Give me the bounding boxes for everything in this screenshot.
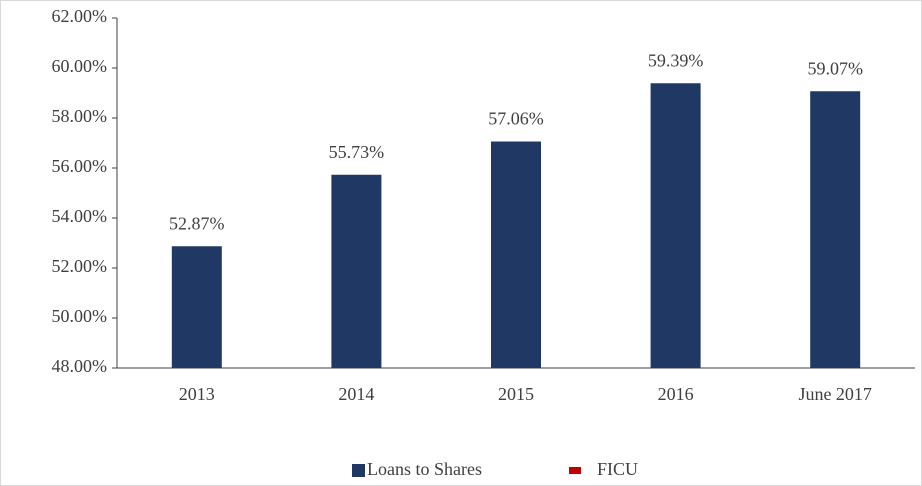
bar — [171, 246, 222, 368]
legend-label: FICU — [597, 459, 638, 479]
data-label: 52.87% — [169, 213, 225, 233]
x-tick-label: 2014 — [338, 384, 375, 404]
y-tick-label: 60.00% — [52, 56, 108, 76]
x-tick-label: June 2017 — [798, 384, 872, 404]
bar — [331, 174, 382, 368]
legend-swatch — [352, 464, 365, 477]
data-label: 59.07% — [807, 58, 863, 78]
data-label: 57.06% — [488, 109, 544, 129]
y-tick-label: 54.00% — [52, 206, 108, 226]
data-label: 59.39% — [648, 50, 704, 70]
y-tick-label: 48.00% — [52, 356, 108, 376]
x-tick-label: 2016 — [657, 384, 694, 404]
y-tick-label: 58.00% — [52, 106, 108, 126]
bar — [650, 83, 701, 368]
legend-swatch — [569, 467, 581, 474]
data-label: 55.73% — [329, 142, 385, 162]
bar — [810, 91, 861, 368]
x-tick-label: 2013 — [178, 384, 215, 404]
y-tick-label: 56.00% — [52, 156, 108, 176]
legend-label: Loans to Shares — [367, 459, 482, 479]
y-tick-label: 62.00% — [52, 6, 108, 26]
y-tick-label: 50.00% — [52, 306, 108, 326]
bar — [491, 141, 541, 368]
y-tick-label: 52.00% — [52, 256, 108, 276]
x-tick-label: 2015 — [498, 384, 534, 404]
